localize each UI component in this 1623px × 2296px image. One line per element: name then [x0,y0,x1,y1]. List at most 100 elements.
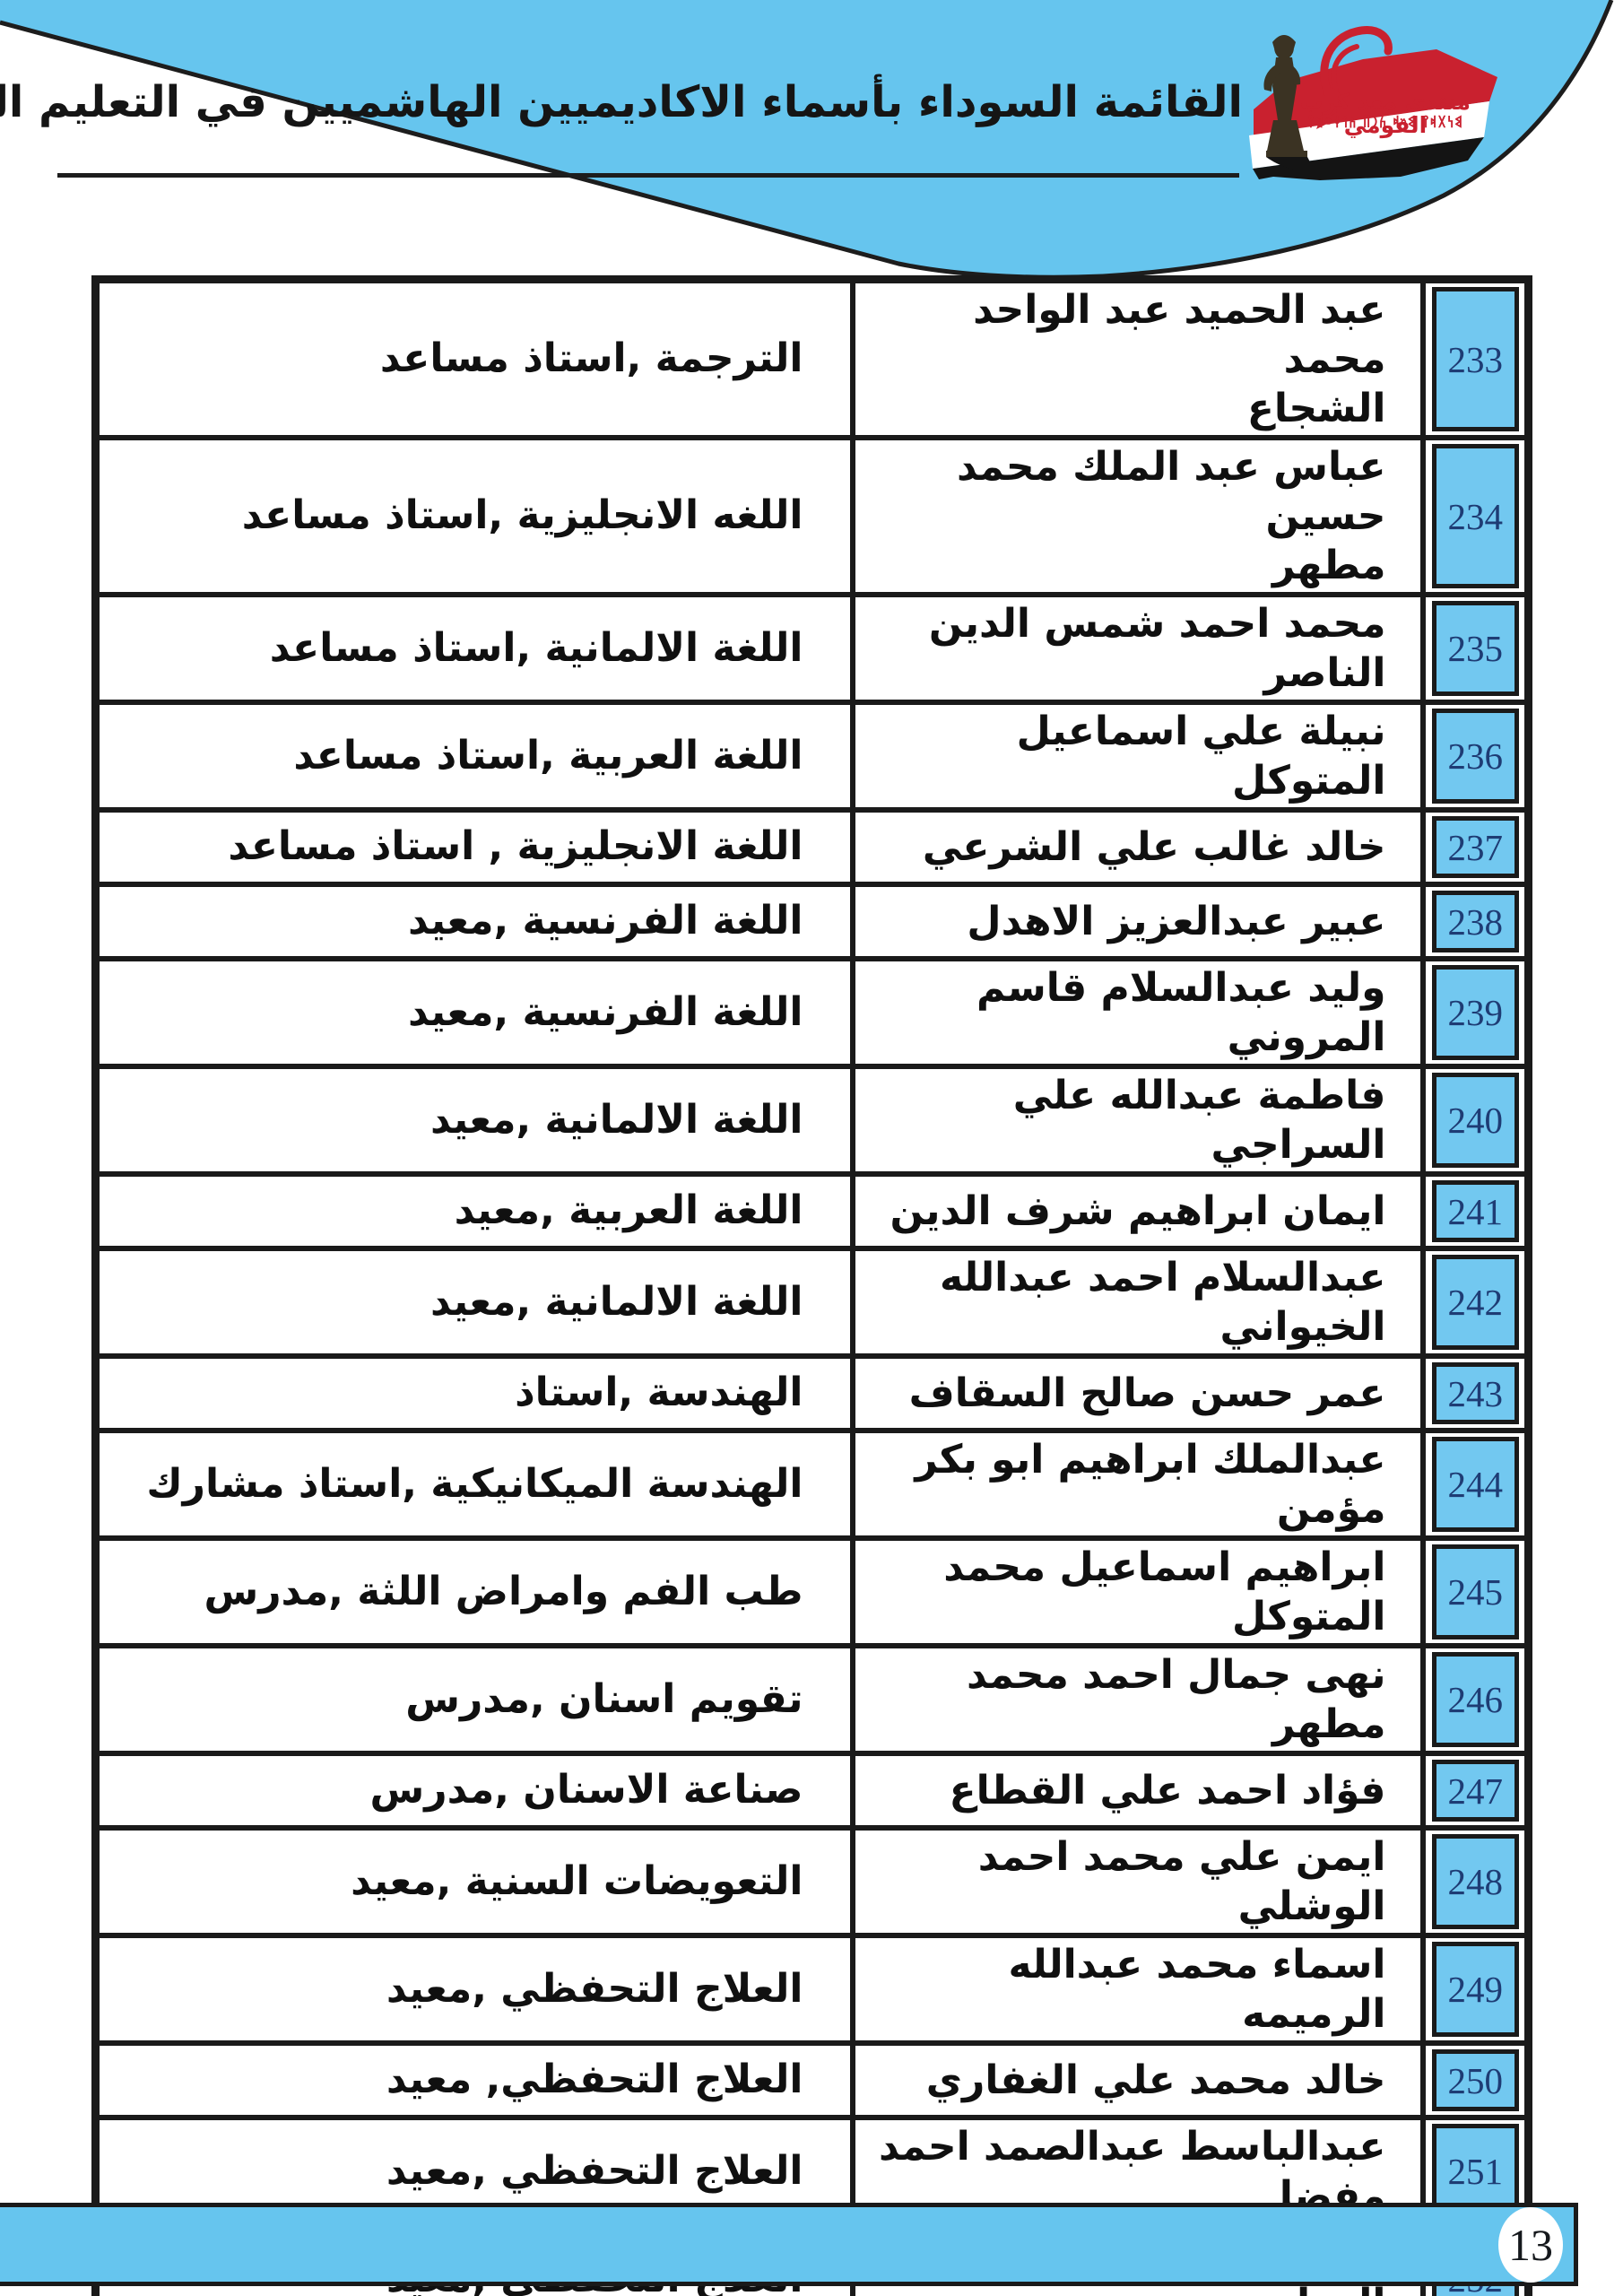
row-number-cell: 242 [1419,1246,1532,1359]
row-number: 247 [1447,1770,1504,1812]
specialty-rank-cell: صناعة الاسنان ,مدرس [92,1751,855,1831]
row-number-cell: 244 [1419,1428,1532,1541]
blacklist-table: 233 عبد الحميد عبد الواحد محمد الشجاع ال… [91,275,1532,2296]
row-number: 235 [1447,628,1504,669]
row-number-cell: 248 [1419,1825,1532,1938]
academic-name-cell: اسماء محمد عبدالله الرميمه [849,1933,1426,2046]
row-number: 233 [1447,338,1504,380]
academic-name-cell: نبيلة علي اسماعيل المتوكل [849,700,1426,813]
row-number-badge: 240 [1431,1073,1519,1168]
specialty-rank-cell: تقويم اسنان ,مدرس [92,1643,855,1756]
row-number: 242 [1447,1282,1504,1323]
row-number: 234 [1447,495,1504,537]
page-title-black: القائمة السوداء بأسماء الاكاديميين الهاش… [0,77,1244,127]
row-number: 239 [1447,992,1504,1033]
row-number-cell: 241 [1419,1171,1532,1251]
ibex-icon [1316,26,1393,129]
header-ribbon-shape [0,0,1611,278]
specialty-rank-cell: اللغة الانجليزية , استاذ مساعد [92,807,855,887]
row-number-cell: 235 [1419,592,1532,705]
logo-forum-name: منتدى معد كرب القومي [1300,89,1471,139]
academic-name-cell: فؤاد احمد علي القطاع [849,1751,1426,1831]
table-row: 234 عباس عبد الملك محمد حسين مطهر اللغه … [92,435,1532,597]
academic-name-cell: عبير عبدالعزيز الاهدل [849,882,1426,961]
page-number: 13 [1508,2220,1553,2270]
title-underline [57,173,1239,178]
specialty-rank-cell: اللغة الفرنسية ,معيد [92,882,855,961]
table-row: 249 اسماء محمد عبدالله الرميمه العلاج ال… [92,1933,1532,2046]
row-number-badge: 246 [1431,1652,1519,1747]
academic-name-cell: فاطمة عبدالله علي السراجي [849,1064,1426,1177]
row-number: 251 [1447,2151,1504,2192]
table-row: 237 خالد غالب علي الشرعي اللغة الانجليزي… [92,807,1532,887]
row-number: 243 [1447,1372,1504,1414]
specialty-rank-cell: اللغة الالمانية ,استاذ مساعد [92,592,855,705]
specialty-rank-cell: التعويضات السنية ,معيد [92,1825,855,1938]
row-number-cell: 234 [1419,435,1532,597]
academic-name-cell: ابراهيم اسماعيل محمد المتوكل [849,1535,1426,1648]
specialty-rank-cell: العلاج التحفظي, معيد [92,2040,855,2120]
row-number-cell: 238 [1419,882,1532,961]
academic-name-cell: عباس عبد الملك محمد حسين مطهر [849,435,1426,597]
row-number-badge: 243 [1431,1362,1519,1424]
page-number-badge: 13 [1498,2207,1563,2283]
row-number-badge: 235 [1431,601,1519,696]
row-number: 245 [1447,1571,1504,1613]
specialty-rank-cell: اللغه الانجليزية ,استاذ مساعد [92,435,855,597]
footer-band [0,2203,1578,2286]
specialty-rank-cell: العلاج التحفظي ,معيد [92,1933,855,2046]
academic-name-cell: ايمن علي محمد احمد الوشلي [849,1825,1426,1938]
row-number-badge: 244 [1431,1437,1519,1532]
table-row: 238 عبير عبدالعزيز الاهدل اللغة الفرنسية… [92,882,1532,961]
musnad-script-line: 𐩣𐩬𐩩𐩵𐩺 𐩣𐩲𐩵 𐩫𐩧𐩨 𐩱𐩡𐩤𐩥𐩣𐩺 [1306,115,1464,131]
specialty-rank-cell: اللغة الفرنسية ,معيد [92,956,855,1069]
specialty-rank-cell: الهندسة الميكانيكية ,استاذ مشارك [92,1428,855,1541]
row-number: 244 [1447,1464,1504,1505]
row-number-badge: 234 [1431,444,1519,588]
table-row: 241 ايمان ابراهيم شرف الدين اللغة العربي… [92,1171,1532,1251]
row-number-cell: 236 [1419,700,1532,813]
table-row: 236 نبيلة علي اسماعيل المتوكل اللغة العر… [92,700,1532,813]
table-row: 248 ايمن علي محمد احمد الوشلي التعويضات … [92,1825,1532,1938]
row-number-cell: 247 [1419,1751,1532,1831]
academic-name-cell: عبدالسلام احمد عبدالله الخيواني [849,1246,1426,1359]
row-number: 241 [1447,1190,1504,1232]
row-number: 248 [1447,1861,1504,1902]
row-number-cell: 243 [1419,1353,1532,1433]
table-row: 243 عمر حسن صالح السقاف الهندسة ,استاذ [92,1353,1532,1433]
row-number: 240 [1447,1100,1504,1141]
academic-name-cell: عبدالملك ابراهيم ابو بكر مؤمن [849,1428,1426,1541]
specialty-rank-cell: اللغة العربية ,استاذ مساعد [92,700,855,813]
table-row: 242 عبدالسلام احمد عبدالله الخيواني اللغ… [92,1246,1532,1359]
row-number: 237 [1447,826,1504,868]
row-number-badge: 248 [1431,1834,1519,1929]
specialty-rank-cell: اللغة الالمانية ,معيد [92,1064,855,1177]
table-row: 250 خالد محمد علي الغفاري العلاج التحفظي… [92,2040,1532,2120]
table-row: 244 عبدالملك ابراهيم ابو بكر مؤمن الهندس… [92,1428,1532,1541]
row-number-badge: 249 [1431,1942,1519,2037]
row-number: 246 [1447,1679,1504,1720]
row-number-badge: 233 [1431,287,1519,431]
row-number-badge: 238 [1431,891,1519,952]
row-number-badge: 237 [1431,816,1519,878]
academic-name-cell: عمر حسن صالح السقاف [849,1353,1426,1433]
specialty-rank-cell: الترجمة ,استاذ مساعد [92,276,855,440]
academic-name-cell: خالد غالب علي الشرعي [849,807,1426,887]
statue-icon [1263,35,1315,171]
row-number-cell: 249 [1419,1933,1532,2046]
row-number-cell: 239 [1419,956,1532,1069]
row-number: 238 [1447,900,1504,943]
table-row: 245 ابراهيم اسماعيل محمد المتوكل طب الفم… [92,1535,1532,1648]
row-number-cell: 245 [1419,1535,1532,1648]
academic-name-cell: خالد محمد علي الغفاري [849,2040,1426,2120]
row-number-badge: 247 [1431,1760,1519,1822]
academic-name-cell: محمد احمد شمس الدين الناصر [849,592,1426,705]
row-number: 249 [1447,1969,1504,2010]
row-number-cell: 233 [1419,276,1532,440]
row-number-cell: 250 [1419,2040,1532,2120]
table-row: 239 وليد عبدالسلام قاسم المروني اللغة ال… [92,956,1532,1069]
row-number-badge: 250 [1431,2049,1519,2111]
table-row: 233 عبد الحميد عبد الواحد محمد الشجاع ال… [92,276,1532,440]
row-number-badge: 245 [1431,1544,1519,1639]
